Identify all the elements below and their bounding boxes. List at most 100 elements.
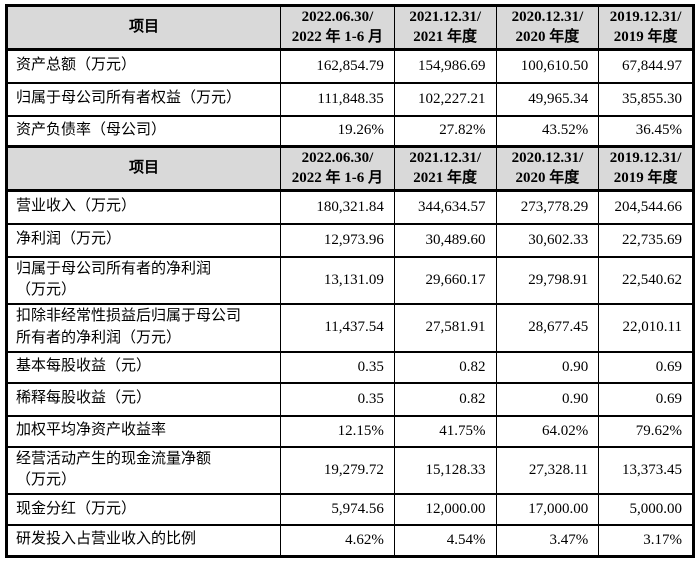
header-period-line2: 2019 年度 (613, 28, 678, 45)
value-cell: 22,735.69 (598, 222, 694, 258)
header-item-cell: 项目 (6, 4, 281, 51)
value-cell: 49,965.34 (495, 81, 600, 117)
header-period-line2: 2020 年度 (515, 169, 580, 186)
header-period-cell: 2021.12.31/ 2021 年度 (393, 4, 497, 51)
header-period-cell: 2019.12.31/ 2019 年度 (598, 4, 694, 51)
value-cell: 67,844.97 (598, 48, 694, 84)
header-period-cell: 2020.12.31/ 2020 年度 (495, 145, 600, 192)
row-label-line1: 经营活动产生的现金流量净额 (16, 450, 212, 467)
table-row: 扣除非经常性损益后归属于母公司 所有者的净利润（万元） 11,437.54 27… (6, 303, 694, 353)
row-label-cell: 稀释每股收益（元） (6, 381, 281, 417)
header-period-cell: 2022.06.30/ 2022 年 1-6 月 (279, 4, 395, 51)
header-period-line2: 2020 年度 (515, 28, 580, 45)
table-row: 稀释每股收益（元） 0.35 0.82 0.90 0.69 (6, 381, 694, 417)
row-label-cell: 归属于母公司所有者权益（万元） (6, 81, 281, 117)
value-cell: 17,000.00 (495, 493, 600, 526)
table-row: 现金分红（万元） 5,974.56 12,000.00 17,000.00 5,… (6, 493, 694, 526)
value-cell: 100,610.50 (495, 48, 600, 84)
value-cell: 36.45% (598, 114, 694, 148)
value-cell: 0.35 (279, 381, 395, 417)
value-cell: 27,328.11 (495, 445, 600, 495)
value-cell: 30,602.33 (495, 222, 600, 258)
value-cell: 204,544.66 (598, 189, 694, 225)
value-cell: 12,000.00 (393, 493, 497, 526)
header-period-line1: 2020.12.31/ (511, 150, 584, 166)
financial-summary-table: 项目 2022.06.30/ 2022 年 1-6 月 2021.12.31/ … (5, 4, 695, 558)
row-label-line1: 归属于母公司所有者的净利润 (16, 260, 212, 277)
value-cell: 12.15% (279, 414, 395, 448)
value-cell: 41.75% (393, 414, 497, 448)
table-row: 归属于母公司所有者权益（万元） 111,848.35 102,227.21 49… (6, 81, 694, 117)
value-cell: 12,973.96 (279, 222, 395, 258)
row-label-cell: 加权平均净资产收益率 (6, 414, 281, 448)
value-cell: 19,279.72 (279, 445, 395, 495)
header-period-line2: 2021 年度 (413, 169, 478, 186)
row-label-line2: （万元） (16, 282, 77, 299)
value-cell: 22,010.11 (598, 303, 694, 353)
table-row: 经营活动产生的现金流量净额 （万元） 19,279.72 15,128.33 2… (6, 445, 694, 495)
value-cell: 79.62% (598, 414, 694, 448)
value-cell: 30,489.60 (393, 222, 497, 258)
table-row: 研发投入占营业收入的比例 4.62% 4.54% 3.47% 3.17% (6, 524, 694, 557)
table-row: 加权平均净资产收益率 12.15% 41.75% 64.02% 79.62% (6, 414, 694, 448)
header-period-cell: 2021.12.31/ 2021 年度 (393, 145, 497, 192)
value-cell: 35,855.30 (598, 81, 694, 117)
value-cell: 13,131.09 (279, 255, 395, 305)
row-label-cell: 现金分红（万元） (6, 493, 281, 526)
value-cell: 0.90 (495, 381, 600, 417)
value-cell: 5,974.56 (279, 493, 395, 526)
header-period-line1: 2021.12.31/ (409, 150, 482, 166)
header-period-line2: 2022 年 1-6 月 (291, 169, 384, 186)
value-cell: 180,321.84 (279, 189, 395, 225)
header-period-line1: 2020.12.31/ (511, 9, 584, 25)
row-label-line2: 所有者的净利润（万元） (16, 329, 182, 346)
header-period-line2: 2019 年度 (613, 169, 678, 186)
value-cell: 29,660.17 (393, 255, 497, 305)
header-period-line2: 2021 年度 (413, 28, 478, 45)
row-label-cell: 经营活动产生的现金流量净额 （万元） (6, 445, 281, 495)
value-cell: 43.52% (495, 114, 600, 148)
header-period-line1: 2019.12.31/ (609, 150, 682, 166)
value-cell: 19.26% (279, 114, 395, 148)
value-cell: 102,227.21 (393, 81, 497, 117)
value-cell: 4.54% (393, 524, 497, 557)
value-cell: 0.90 (495, 350, 600, 384)
value-cell: 0.69 (598, 350, 694, 384)
row-label-cell: 基本每股收益（元） (6, 350, 281, 384)
row-label-cell: 研发投入占营业收入的比例 (6, 524, 281, 557)
value-cell: 5,000.00 (598, 493, 694, 526)
table-row: 净利润（万元） 12,973.96 30,489.60 30,602.33 22… (6, 222, 694, 258)
row-label-cell: 营业收入（万元） (6, 189, 281, 225)
header-period-line1: 2022.06.30/ (301, 150, 374, 166)
value-cell: 0.82 (393, 381, 497, 417)
header-period-cell: 2022.06.30/ 2022 年 1-6 月 (279, 145, 395, 192)
row-label-cell: 扣除非经常性损益后归属于母公司 所有者的净利润（万元） (6, 303, 281, 353)
table-row: 资产总额（万元） 162,854.79 154,986.69 100,610.5… (6, 48, 694, 84)
value-cell: 3.47% (495, 524, 600, 557)
value-cell: 273,778.29 (495, 189, 600, 225)
value-cell: 111,848.35 (279, 81, 395, 117)
header-period-line1: 2019.12.31/ (609, 9, 682, 25)
value-cell: 154,986.69 (393, 48, 497, 84)
table-row: 归属于母公司所有者的净利润 （万元） 13,131.09 29,660.17 2… (6, 255, 694, 305)
value-cell: 162,854.79 (279, 48, 395, 84)
header-item-cell: 项目 (6, 145, 281, 192)
header-item-label: 项目 (128, 159, 159, 176)
header-item-label: 项目 (128, 18, 159, 35)
value-cell: 0.69 (598, 381, 694, 417)
table-row: 基本每股收益（元） 0.35 0.82 0.90 0.69 (6, 350, 694, 384)
row-label-cell: 净利润（万元） (6, 222, 281, 258)
row-label-line1: 扣除非经常性损益后归属于母公司 (16, 308, 242, 324)
value-cell: 27,581.91 (393, 303, 497, 353)
value-cell: 0.82 (393, 350, 497, 384)
table-row: 资产负债率（母公司） 19.26% 27.82% 43.52% 36.45% (6, 114, 694, 148)
row-label-cell: 资产负债率（母公司） (6, 114, 281, 148)
value-cell: 344,634.57 (393, 189, 497, 225)
header-period-cell: 2020.12.31/ 2020 年度 (495, 4, 600, 51)
value-cell: 29,798.91 (495, 255, 600, 305)
row-label-cell: 资产总额（万元） (6, 48, 281, 84)
value-cell: 22,540.62 (598, 255, 694, 305)
value-cell: 64.02% (495, 414, 600, 448)
row-label-cell: 归属于母公司所有者的净利润 （万元） (6, 255, 281, 305)
